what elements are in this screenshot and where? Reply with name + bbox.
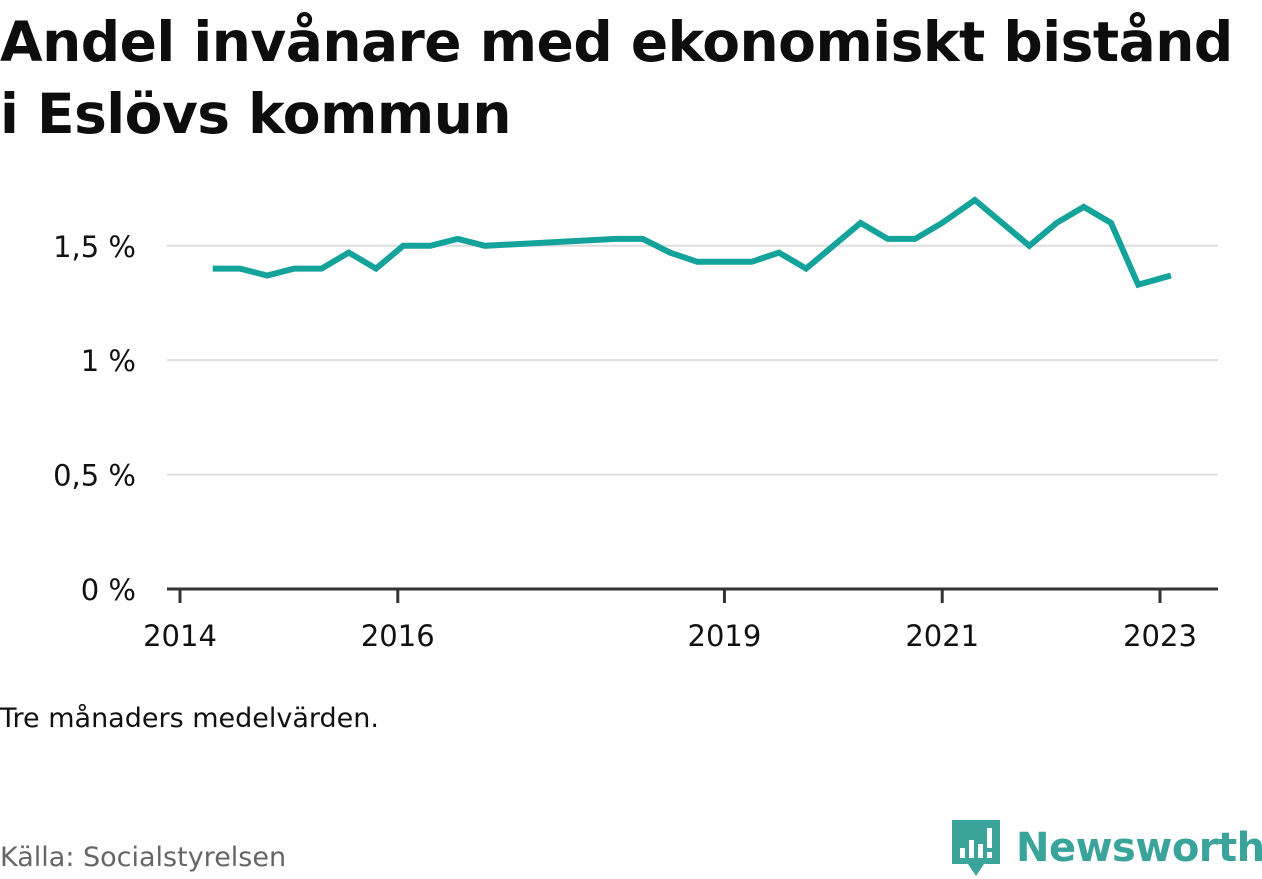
y-tick-label-0: 0 % (81, 573, 136, 607)
newsworthy-logo-icon (952, 820, 1000, 876)
source-text: Källa: Socialstyrelsen (0, 842, 287, 873)
chart-note: Tre månaders medelvärden. (0, 703, 379, 734)
y-tick-labels: 0 % 0,5 % 1 % 1,5 % (53, 230, 136, 607)
x-tick-label-3: 2021 (905, 619, 979, 653)
y-tick-label-1: 0,5 % (53, 459, 136, 493)
x-tick-label-4: 2023 (1123, 619, 1197, 653)
series-line-0 (212, 196, 1172, 289)
brand-logo: Newsworthy (950, 818, 1262, 878)
series-layer (212, 196, 1172, 289)
chart-title: Andel invånare med ekonomiskt bistånd i … (0, 10, 1233, 146)
x-tick-label-2: 2019 (688, 619, 762, 653)
y-tick-label-3: 1,5 % (53, 230, 136, 264)
x-tick-labels: 2014 2016 2019 2021 2023 (143, 589, 1197, 653)
x-tick-label-0: 2014 (143, 619, 217, 653)
grid-lines (167, 244, 1218, 476)
y-tick-label-2: 1 % (81, 344, 136, 378)
brand-name: Newsworthy (1016, 825, 1262, 871)
x-tick-label-1: 2016 (361, 619, 435, 653)
